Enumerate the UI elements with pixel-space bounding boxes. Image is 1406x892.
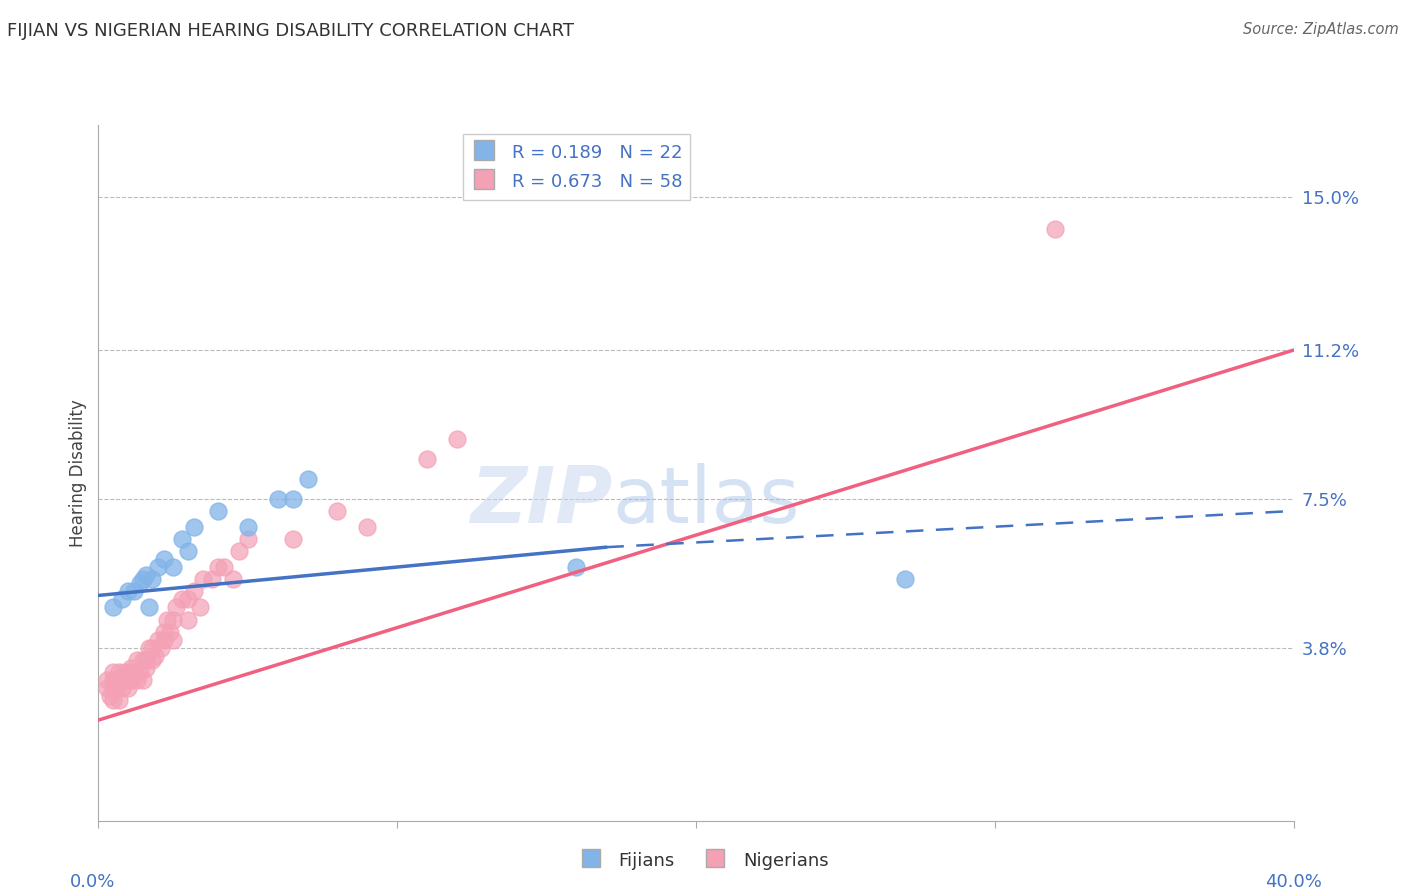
Point (124, 584, 146, 599)
Text: 40.0%: 40.0% (1265, 873, 1322, 891)
Point (120, 673, 142, 687)
Point (446, 432, 468, 446)
Point (135, 653, 157, 667)
Point (894, 572, 917, 586)
Point (228, 544, 250, 558)
Point (162, 560, 184, 574)
Point (177, 592, 200, 607)
Point (105, 673, 128, 687)
Point (100, 689, 122, 703)
Point (153, 632, 176, 647)
Point (281, 532, 304, 546)
Point (111, 681, 134, 695)
Text: atlas: atlas (613, 463, 800, 539)
Text: Source: ZipAtlas.com: Source: ZipAtlas.com (1243, 22, 1399, 37)
Point (565, 560, 588, 574)
Point (162, 632, 184, 647)
Point (183, 584, 205, 599)
Point (326, 504, 349, 518)
Point (132, 673, 155, 687)
Point (156, 613, 179, 627)
Point (356, 520, 378, 534)
Point (129, 576, 152, 591)
Legend: R = 0.189   N = 22, R = 0.673   N = 58: R = 0.189 N = 22, R = 0.673 N = 58 (463, 134, 690, 200)
Point (114, 673, 136, 687)
Point (188, 600, 211, 615)
Point (165, 600, 187, 615)
Point (148, 560, 170, 574)
Point (117, 584, 139, 599)
Point (222, 572, 245, 586)
Point (191, 572, 214, 586)
Point (108, 665, 131, 679)
Point (127, 653, 149, 667)
Point (416, 451, 439, 466)
Point (236, 532, 259, 546)
Point (108, 693, 131, 707)
Point (148, 632, 170, 647)
Point (267, 491, 290, 506)
Point (1043, 222, 1066, 236)
Point (159, 624, 181, 639)
Point (105, 681, 128, 695)
Point (141, 653, 163, 667)
Point (201, 572, 224, 586)
Point (141, 572, 163, 586)
Point (111, 592, 134, 607)
Point (172, 592, 194, 607)
Point (135, 661, 157, 675)
Point (177, 613, 200, 627)
Point (207, 504, 229, 518)
Point (127, 673, 149, 687)
Point (117, 665, 139, 679)
Point (120, 661, 142, 675)
Point (153, 552, 176, 566)
Point (103, 681, 125, 695)
Point (96, 681, 118, 695)
Point (281, 491, 304, 506)
Point (150, 640, 173, 655)
Point (138, 600, 160, 615)
Point (117, 673, 139, 687)
Point (183, 520, 205, 534)
Text: 0.0%: 0.0% (70, 873, 115, 891)
Point (297, 472, 319, 486)
Point (207, 560, 229, 574)
Point (132, 653, 155, 667)
Point (103, 673, 125, 687)
Point (153, 624, 176, 639)
Y-axis label: Hearing Disability: Hearing Disability (69, 399, 87, 547)
Point (124, 665, 146, 679)
Point (129, 665, 152, 679)
Point (177, 544, 200, 558)
Text: ZIP: ZIP (470, 463, 613, 539)
Text: FIJIAN VS NIGERIAN HEARING DISABILITY CORRELATION CHART: FIJIAN VS NIGERIAN HEARING DISABILITY CO… (7, 22, 574, 40)
Point (236, 520, 259, 534)
Point (96, 673, 118, 687)
Point (103, 693, 125, 707)
Point (132, 572, 155, 586)
Point (138, 640, 160, 655)
Point (135, 568, 157, 582)
Point (141, 640, 163, 655)
Point (172, 532, 194, 546)
Point (162, 613, 184, 627)
Point (212, 560, 235, 574)
Point (117, 681, 139, 695)
Point (103, 665, 125, 679)
Point (114, 665, 136, 679)
Point (103, 600, 125, 615)
Point (143, 648, 166, 663)
Legend: Fijians, Nigerians: Fijians, Nigerians (569, 842, 837, 879)
